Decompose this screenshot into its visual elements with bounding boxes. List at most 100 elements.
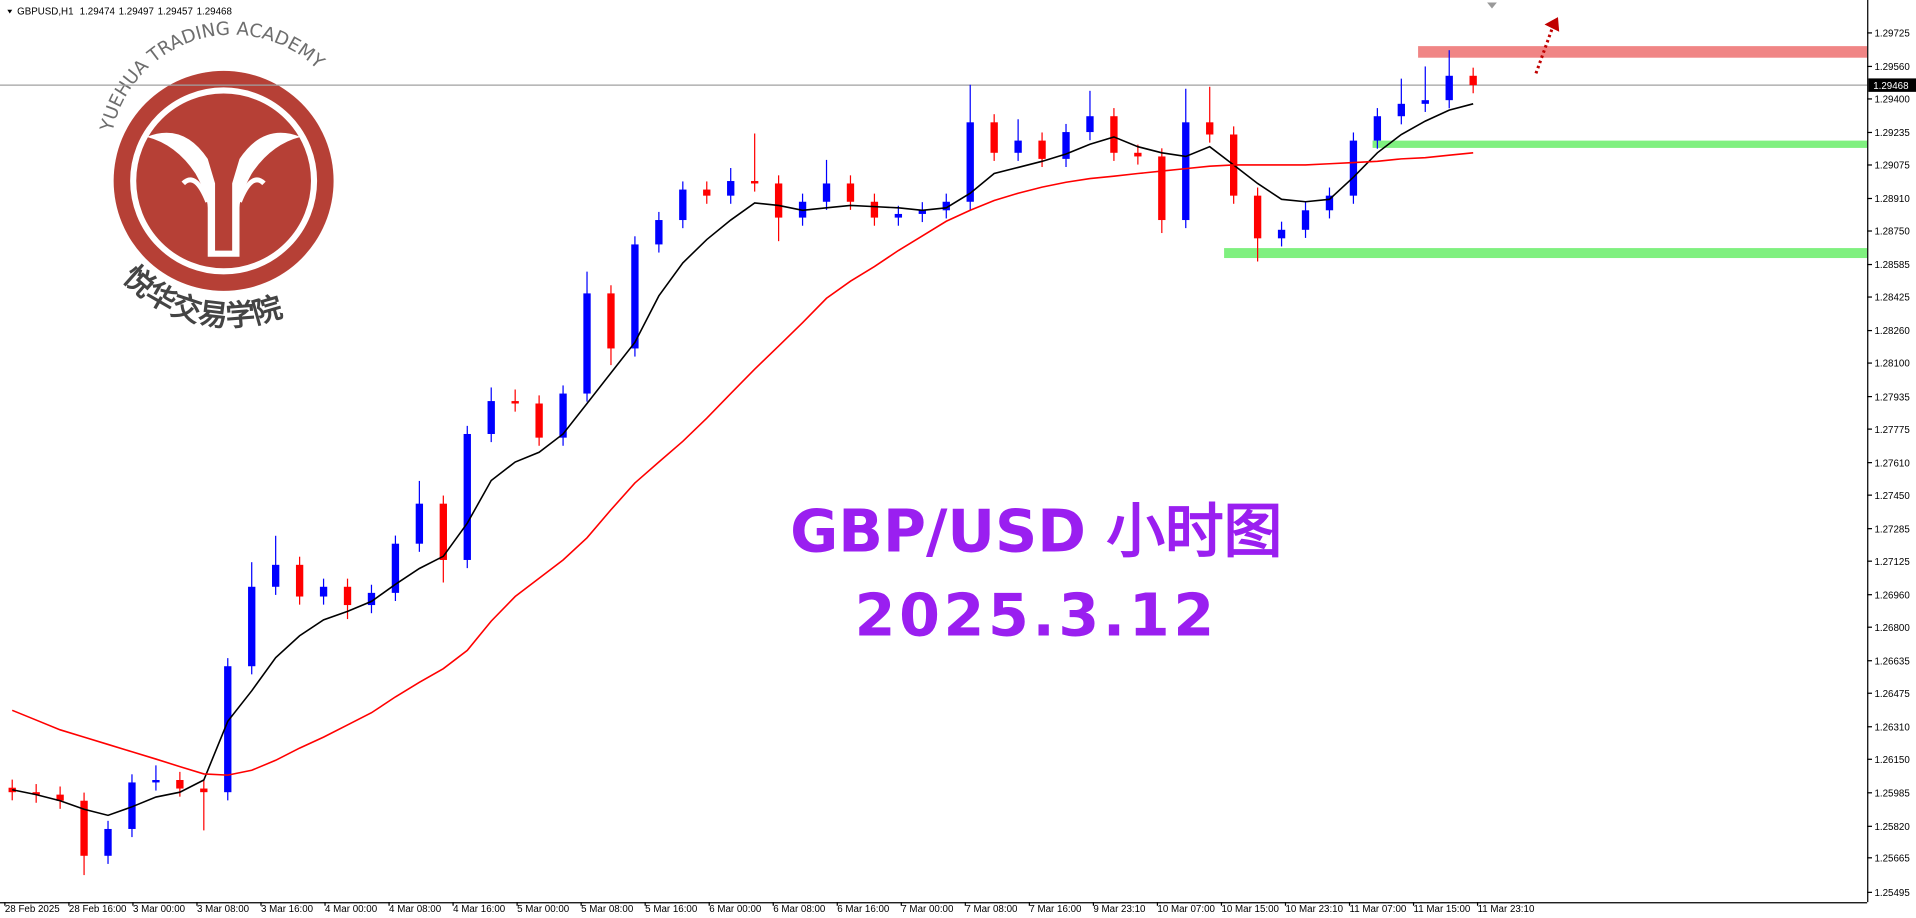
shift-marker: [1487, 2, 1497, 9]
candle-body: [439, 503, 447, 560]
candle-body: [1277, 229, 1286, 239]
x-tick-label: 5 Mar 16:00: [645, 904, 698, 915]
candle-body: [1134, 152, 1142, 157]
y-tick-label: 1.25495: [1874, 888, 1910, 899]
candle-body: [511, 401, 519, 404]
candle-body: [104, 828, 112, 856]
candle-body: [535, 403, 543, 438]
x-tick-label: 9 Mar 23:10: [1093, 904, 1146, 915]
candle-body: [1373, 116, 1382, 141]
candle-body: [1253, 195, 1262, 239]
candle-body: [224, 666, 232, 793]
candle-body: [32, 792, 40, 795]
x-tick-label: 28 Feb 16:00: [69, 904, 127, 915]
candle-body: [343, 586, 352, 606]
level-zone: [1372, 140, 1868, 148]
candle-body: [990, 122, 998, 153]
candle-body: [822, 183, 831, 202]
candle-body: [415, 503, 424, 544]
candle-body: [152, 779, 160, 783]
candle-body: [607, 293, 615, 349]
candle-body: [1325, 195, 1334, 211]
candle-body: [272, 564, 280, 587]
x-tick-label: 10 Mar 07:00: [1157, 904, 1215, 915]
y-tick-label: 1.29400: [1874, 95, 1910, 106]
y-tick-label: 1.28750: [1874, 227, 1910, 238]
candle-body: [703, 189, 711, 196]
y-tick-label: 1.26475: [1874, 689, 1910, 700]
candle-body: [1301, 210, 1310, 230]
y-tick-label: 1.29725: [1874, 29, 1910, 40]
x-tick-label: 11 Mar 15:00: [1414, 904, 1471, 915]
logo-circle: [113, 70, 334, 291]
y-tick-label: 1.28585: [1874, 260, 1910, 271]
y-tick-label: 1.27125: [1874, 557, 1910, 568]
y-tick-label: 1.29075: [1874, 161, 1910, 172]
x-tick-label: 5 Mar 00:00: [517, 904, 570, 915]
candle-body: [319, 586, 328, 597]
level-zone: [1418, 46, 1868, 58]
x-tick-label: 4 Mar 00:00: [325, 904, 378, 915]
x-tick-label: 7 Mar 00:00: [901, 904, 954, 915]
header-high: 1.29497: [119, 7, 154, 18]
y-tick-label: 1.29235: [1874, 128, 1910, 139]
y-tick-label: 1.25665: [1874, 853, 1910, 864]
y-tick-label: 1.26800: [1874, 623, 1910, 634]
x-tick-label: 7 Mar 16:00: [1029, 904, 1082, 915]
candle-body: [1014, 140, 1022, 153]
x-tick-label: 5 Mar 08:00: [581, 904, 634, 915]
candle-body: [463, 433, 471, 560]
y-tick-label: 1.26635: [1874, 656, 1910, 667]
logo-ring: [130, 87, 318, 275]
candle-body: [679, 189, 687, 221]
y-tick-label: 1.27450: [1874, 491, 1910, 502]
menu-triangle: [7, 9, 13, 14]
candle-body: [727, 181, 735, 196]
candle-body: [1421, 100, 1429, 104]
candle-body: [391, 543, 400, 593]
arrow-line: [1534, 28, 1554, 74]
x-tick-label: 28 Feb 2025: [5, 904, 60, 915]
y-tick-label: 1.26310: [1874, 722, 1910, 733]
y-tick-label: 1.27285: [1874, 524, 1910, 535]
x-tick-label: 11 Mar 07:00: [1350, 904, 1407, 915]
y-tick-label: 1.27610: [1874, 458, 1910, 469]
candle-body: [751, 181, 759, 184]
candle-body: [128, 782, 136, 829]
candle-body: [1397, 103, 1405, 117]
candle-body: [1469, 75, 1477, 86]
candle-body: [1349, 140, 1358, 196]
candle-body: [774, 183, 783, 218]
x-tick-label: 6 Mar 16:00: [837, 904, 890, 915]
x-tick-label: 6 Mar 08:00: [773, 904, 826, 915]
candle-body: [248, 586, 256, 667]
candle-body: [487, 401, 495, 434]
header: GBPUSD,H1 1.29474 1.29497 1.29457 1.29468: [17, 7, 232, 18]
x-tick-label: 3 Mar 08:00: [197, 904, 250, 915]
candle-body: [1062, 132, 1070, 159]
candle-body: [846, 183, 855, 202]
y-tick-label: 1.28425: [1874, 293, 1910, 304]
candle-body: [918, 210, 926, 214]
candle-body: [1182, 122, 1190, 221]
candle-body: [631, 244, 639, 349]
y-tick-label: 1.25820: [1874, 822, 1910, 833]
x-tick-label: 3 Mar 16:00: [261, 904, 314, 915]
x-tick-label: 7 Mar 08:00: [965, 904, 1018, 915]
header-open: 1.29474: [80, 7, 116, 18]
moving-average: [11, 151, 1474, 776]
candle-body: [1086, 116, 1094, 133]
candle-body: [870, 201, 879, 218]
x-tick-label: 6 Mar 00:00: [709, 904, 762, 915]
y-tick-label: 1.29560: [1874, 62, 1910, 73]
candle-body: [200, 788, 208, 793]
y-tick-label: 1.26960: [1874, 590, 1910, 601]
candle-body: [80, 800, 88, 856]
candle-body: [655, 220, 663, 245]
y-tick-label: 1.27935: [1874, 392, 1910, 403]
candle-body: [942, 201, 950, 211]
y-tick-label: 1.28910: [1874, 194, 1910, 205]
moving-average: [12, 103, 1474, 817]
arrow-head: [1544, 17, 1560, 32]
